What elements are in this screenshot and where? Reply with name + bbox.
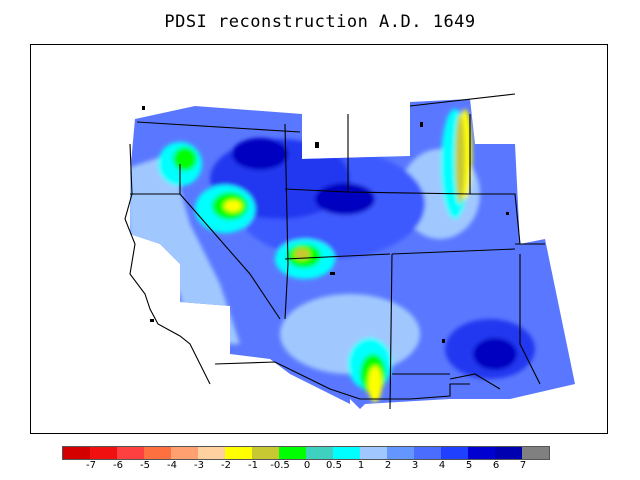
state-line-wy (347, 114, 471, 195)
lake-2 (315, 142, 319, 148)
colorbar-label: -0.5 (270, 460, 290, 471)
colorbar-swatch (495, 447, 522, 459)
colorbar-label: 6 (492, 460, 500, 471)
colorbar-swatch (333, 447, 360, 459)
colorbar-label: 2 (384, 460, 392, 471)
state-line-nv-ut (284, 123, 289, 320)
colorbar-swatch (252, 447, 279, 459)
colorbar-swatch (387, 447, 414, 459)
colorbar-swatch (468, 447, 495, 459)
state-line-co (391, 248, 516, 255)
field-yellow-center (294, 248, 310, 260)
colorbar-label: 4 (438, 460, 446, 471)
colorbar-swatch (171, 447, 198, 459)
state-line-ca-nv (179, 164, 281, 320)
lake-1 (142, 106, 145, 110)
lake-3 (420, 122, 423, 127)
lake-5 (150, 319, 154, 322)
colorbar-swatch (90, 447, 117, 459)
colorbar-swatch (198, 447, 225, 459)
colorbar-label: -5 (140, 460, 150, 471)
colorbar-label: 7 (519, 460, 527, 471)
field-light-west (130, 154, 240, 344)
field-green-nw (173, 147, 197, 171)
field-darkest-north (232, 138, 288, 170)
state-line-ne (469, 114, 521, 245)
colorbar-swatch (225, 447, 252, 459)
colorbar-swatch (117, 447, 144, 459)
state-line-id-mt (284, 188, 349, 193)
state-line-ok (519, 254, 541, 385)
colorbar-labels: -7 -6 -5 -4 -3 -2 -1 -0.5 0 0.5 1 2 3 4 5 6 7 (62, 460, 577, 474)
coastline-west (124, 143, 211, 385)
colorbar-label: 0 (303, 460, 311, 471)
small-features (142, 106, 509, 343)
colorbar-label: 1 (357, 460, 365, 471)
colorbar-label: -6 (113, 460, 123, 471)
map-title: PDSI reconstruction A.D. 1649 (164, 12, 476, 32)
lake-6 (442, 339, 445, 343)
colorbar-label: -3 (194, 460, 204, 471)
state-line-ut-az (284, 253, 391, 260)
colorbar-swatch (522, 447, 549, 459)
boundaries (124, 93, 545, 410)
field-yellow-west (224, 200, 242, 212)
colorbar-swatch (441, 447, 468, 459)
colorbar-swatch (144, 447, 171, 459)
us-mexico-border (214, 361, 470, 400)
colorbar-label: 3 (411, 460, 419, 471)
canada-border (136, 93, 516, 133)
field-darkest-southeast (473, 338, 517, 370)
gulf-coast-marks (449, 373, 501, 390)
colorbar-swatch (306, 447, 333, 459)
colorbar-swatch (279, 447, 306, 459)
field-green-ne (455, 114, 465, 204)
field-darkest-central (315, 183, 375, 215)
colorbar-label: 5 (465, 460, 473, 471)
colorbar-label: -1 (248, 460, 258, 471)
colorbar-swatch (360, 447, 387, 459)
colorbar-label: -4 (167, 460, 177, 471)
colorbar-label: 0.5 (326, 460, 342, 471)
colorbar-label: -2 (221, 460, 231, 471)
state-line-az-nm (389, 253, 393, 410)
field-yellow-south (368, 366, 382, 402)
colorbar-swatch (414, 447, 441, 459)
colorbar (62, 446, 550, 460)
colorbar-label: -7 (86, 460, 96, 471)
colorbar-swatch (63, 447, 90, 459)
pdsi-map (124, 93, 575, 410)
lake-4 (330, 272, 335, 275)
lake-7 (506, 212, 509, 215)
